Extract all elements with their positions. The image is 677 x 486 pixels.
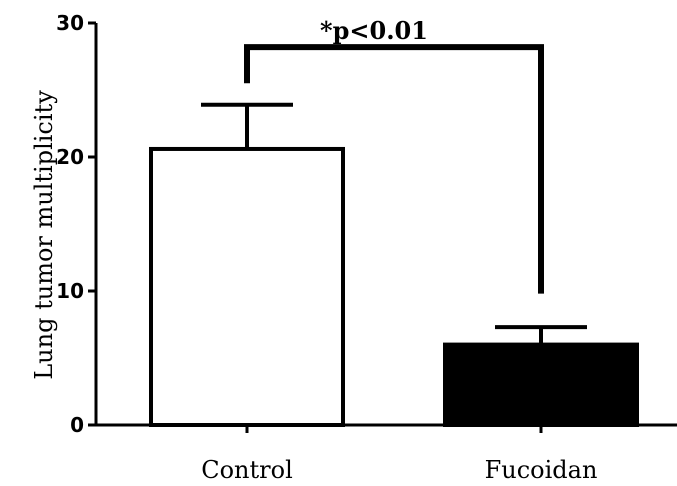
x-tick-label: Control (201, 456, 293, 484)
y-tick-label: 30 (56, 11, 84, 35)
y-tick-label: 0 (70, 413, 84, 437)
significance-bracket (244, 44, 544, 294)
bar-fucoidan (443, 342, 639, 428)
y-axis-title: Lung tumor multiplicity (30, 90, 58, 380)
chart-bars: Control Fucoidan (149, 44, 639, 484)
y-tick-label: 10 (56, 279, 84, 303)
y-tick-label: 20 (56, 145, 84, 169)
significance-label: *p<0.01 (320, 16, 428, 45)
x-tick-label: Fucoidan (485, 456, 598, 484)
bar-control (149, 146, 345, 428)
